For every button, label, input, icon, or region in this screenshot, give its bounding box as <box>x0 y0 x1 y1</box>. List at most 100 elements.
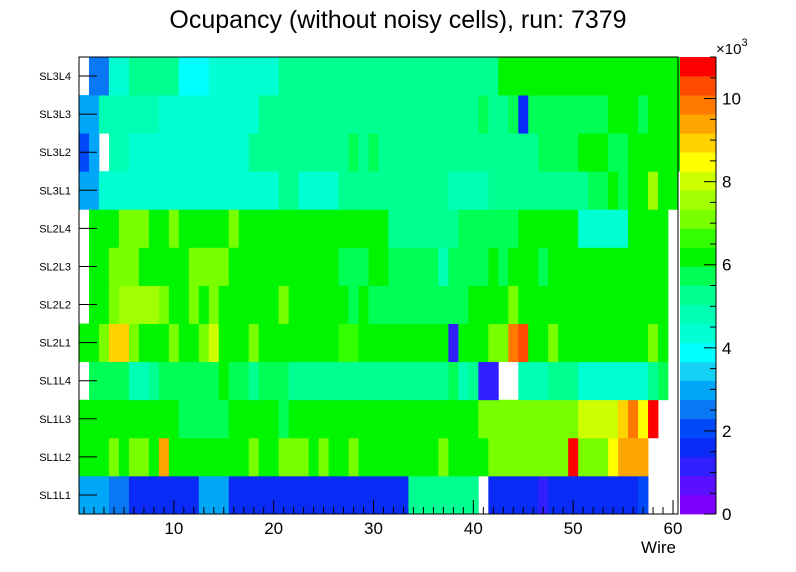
heatmap-cell <box>168 475 180 515</box>
heatmap-cell <box>148 323 160 363</box>
heatmap-cell <box>488 57 499 96</box>
heatmap-cell <box>578 361 589 401</box>
heatmap-cell <box>658 57 669 96</box>
heatmap-cell <box>348 285 359 324</box>
heatmap-cell <box>598 247 609 286</box>
heatmap-cell <box>408 209 419 248</box>
heatmap-cell <box>438 285 449 324</box>
heatmap-cell <box>498 285 509 324</box>
heatmap-cell <box>308 247 319 286</box>
heatmap-cell <box>318 95 329 134</box>
heatmap-cell <box>298 95 310 134</box>
heatmap-cell <box>208 361 220 401</box>
heatmap-cell <box>298 57 310 96</box>
heatmap-cell <box>588 95 599 134</box>
heatmap-cell <box>328 171 339 210</box>
heatmap-cell <box>448 361 459 401</box>
heatmap-cell <box>258 171 270 210</box>
heatmap-cell <box>218 475 230 515</box>
heatmap-cell <box>338 133 349 172</box>
heatmap-cell <box>308 209 319 248</box>
heatmap-cell <box>518 361 529 401</box>
heatmap-cell <box>318 57 329 96</box>
heatmap-cell <box>508 247 519 286</box>
heatmap-cell <box>518 285 529 324</box>
heatmap-cell <box>218 285 230 324</box>
heatmap-cell <box>148 475 160 515</box>
heatmap-cell <box>158 95 170 134</box>
heatmap-cell <box>608 133 619 172</box>
heatmap-cell <box>118 361 130 401</box>
heatmap-cell <box>218 95 230 134</box>
heatmap-cell <box>448 323 459 363</box>
heatmap-cell <box>328 133 339 172</box>
heatmap-cell <box>298 475 310 515</box>
heatmap-cell <box>298 247 310 286</box>
heatmap-cell <box>478 57 489 96</box>
heatmap-cell <box>648 171 659 210</box>
heatmap-cell <box>588 361 599 401</box>
heatmap-cell <box>188 437 200 477</box>
heatmap-cell <box>508 285 519 324</box>
heatmap-cell <box>368 285 379 324</box>
heatmap-cell <box>638 95 649 134</box>
heatmap-cell <box>588 437 599 477</box>
heatmap-cell <box>428 57 439 96</box>
heatmap-cell <box>198 361 210 401</box>
heatmap-cell <box>258 437 270 477</box>
heatmap-cell <box>98 475 110 515</box>
heatmap-cell <box>238 285 250 324</box>
heatmap-cell <box>618 57 629 96</box>
heatmap-cell <box>118 209 130 248</box>
heatmap-cell <box>658 133 669 172</box>
heatmap-cell <box>388 57 399 96</box>
heatmap-cell <box>408 133 419 172</box>
heatmap-cell <box>138 437 150 477</box>
heatmap-cell <box>658 171 669 210</box>
x-axis: 10 20 30 40 50 60 <box>83 500 683 538</box>
heatmap-cell <box>598 57 609 96</box>
heatmap-cell <box>498 437 509 477</box>
heatmap-cell <box>478 171 489 210</box>
heatmap-cell <box>468 171 479 210</box>
heatmap-cell <box>538 361 549 401</box>
heatmap-cell <box>198 95 210 134</box>
heatmap-cell <box>488 323 499 363</box>
heatmap-cell <box>238 399 250 439</box>
color-scale-multiplier-exponent: 3 <box>741 37 747 49</box>
heatmap-cell <box>148 285 160 324</box>
heatmap-cell <box>628 247 639 286</box>
heatmap-cell <box>138 285 150 324</box>
heatmap-cell <box>618 95 629 134</box>
heatmap-cell <box>208 57 220 96</box>
heatmap-cell <box>98 361 110 401</box>
heatmap-cell <box>578 475 589 515</box>
color-scale-bin <box>680 133 716 153</box>
heatmap-cell <box>658 209 669 248</box>
heatmap-cell <box>148 399 160 439</box>
heatmap-cell <box>428 171 439 210</box>
heatmap-cell <box>198 209 210 248</box>
heatmap-cell <box>638 57 649 96</box>
heatmap-cell <box>338 285 349 324</box>
heatmap-cell <box>458 171 469 210</box>
heatmap-cell <box>408 285 419 324</box>
heatmap-cell <box>178 171 190 210</box>
heatmap-cell <box>498 95 509 134</box>
color-scale-bin <box>680 190 716 210</box>
x-tick-label: 60 <box>664 519 683 538</box>
heatmap-cell <box>178 399 190 439</box>
heatmap-cell <box>458 95 469 134</box>
heatmap-cell <box>178 247 190 286</box>
heatmap-cell <box>378 399 389 439</box>
heatmap-cell <box>468 209 479 248</box>
heatmap-cell <box>348 133 359 172</box>
heatmap-cell <box>488 209 499 248</box>
heatmap-cell <box>328 361 339 401</box>
heatmap-cell <box>468 323 479 363</box>
y-tick-label: SL1L2 <box>39 452 71 464</box>
heatmap-cell <box>188 361 200 401</box>
heatmap-cell <box>128 323 140 363</box>
heatmap-cell <box>168 133 180 172</box>
heatmap-cell <box>488 437 499 477</box>
